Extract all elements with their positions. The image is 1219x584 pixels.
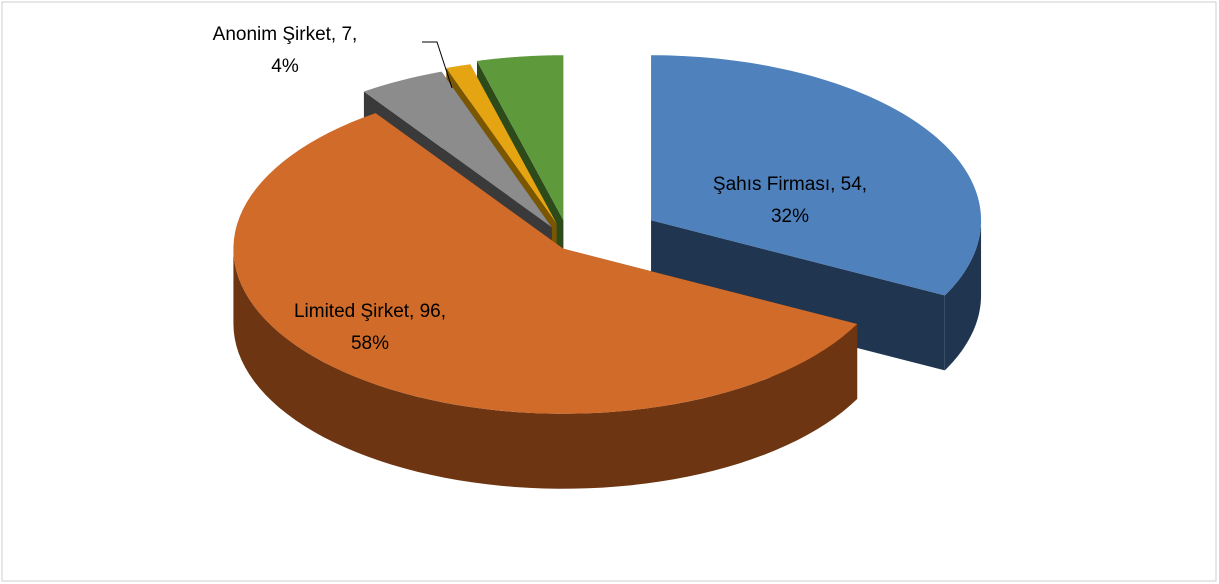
slice bbox=[363, 71, 552, 228]
data-label: 4% bbox=[271, 56, 299, 77]
slice bbox=[233, 113, 858, 414]
slice-side bbox=[233, 248, 858, 489]
data-label: Limited Şirket, 96, bbox=[294, 301, 446, 322]
slice-side bbox=[944, 220, 982, 371]
data-label: Anonim Şirket, 7, bbox=[213, 24, 358, 45]
slice bbox=[446, 64, 557, 224]
slice bbox=[651, 55, 982, 296]
leader-line bbox=[422, 41, 453, 89]
data-label: Şahıs Firması, 54, bbox=[713, 174, 867, 195]
slice bbox=[476, 55, 564, 221]
data-label: 32% bbox=[771, 206, 809, 227]
slice-wall bbox=[651, 220, 945, 371]
data-label: 58% bbox=[351, 333, 389, 354]
